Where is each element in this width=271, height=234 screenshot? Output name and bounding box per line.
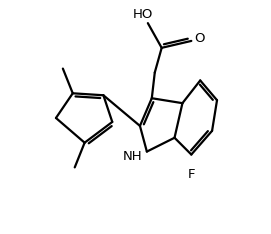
Text: F: F: [188, 168, 195, 181]
Text: NH: NH: [123, 150, 143, 163]
Text: O: O: [194, 33, 205, 45]
Text: HO: HO: [133, 8, 153, 21]
